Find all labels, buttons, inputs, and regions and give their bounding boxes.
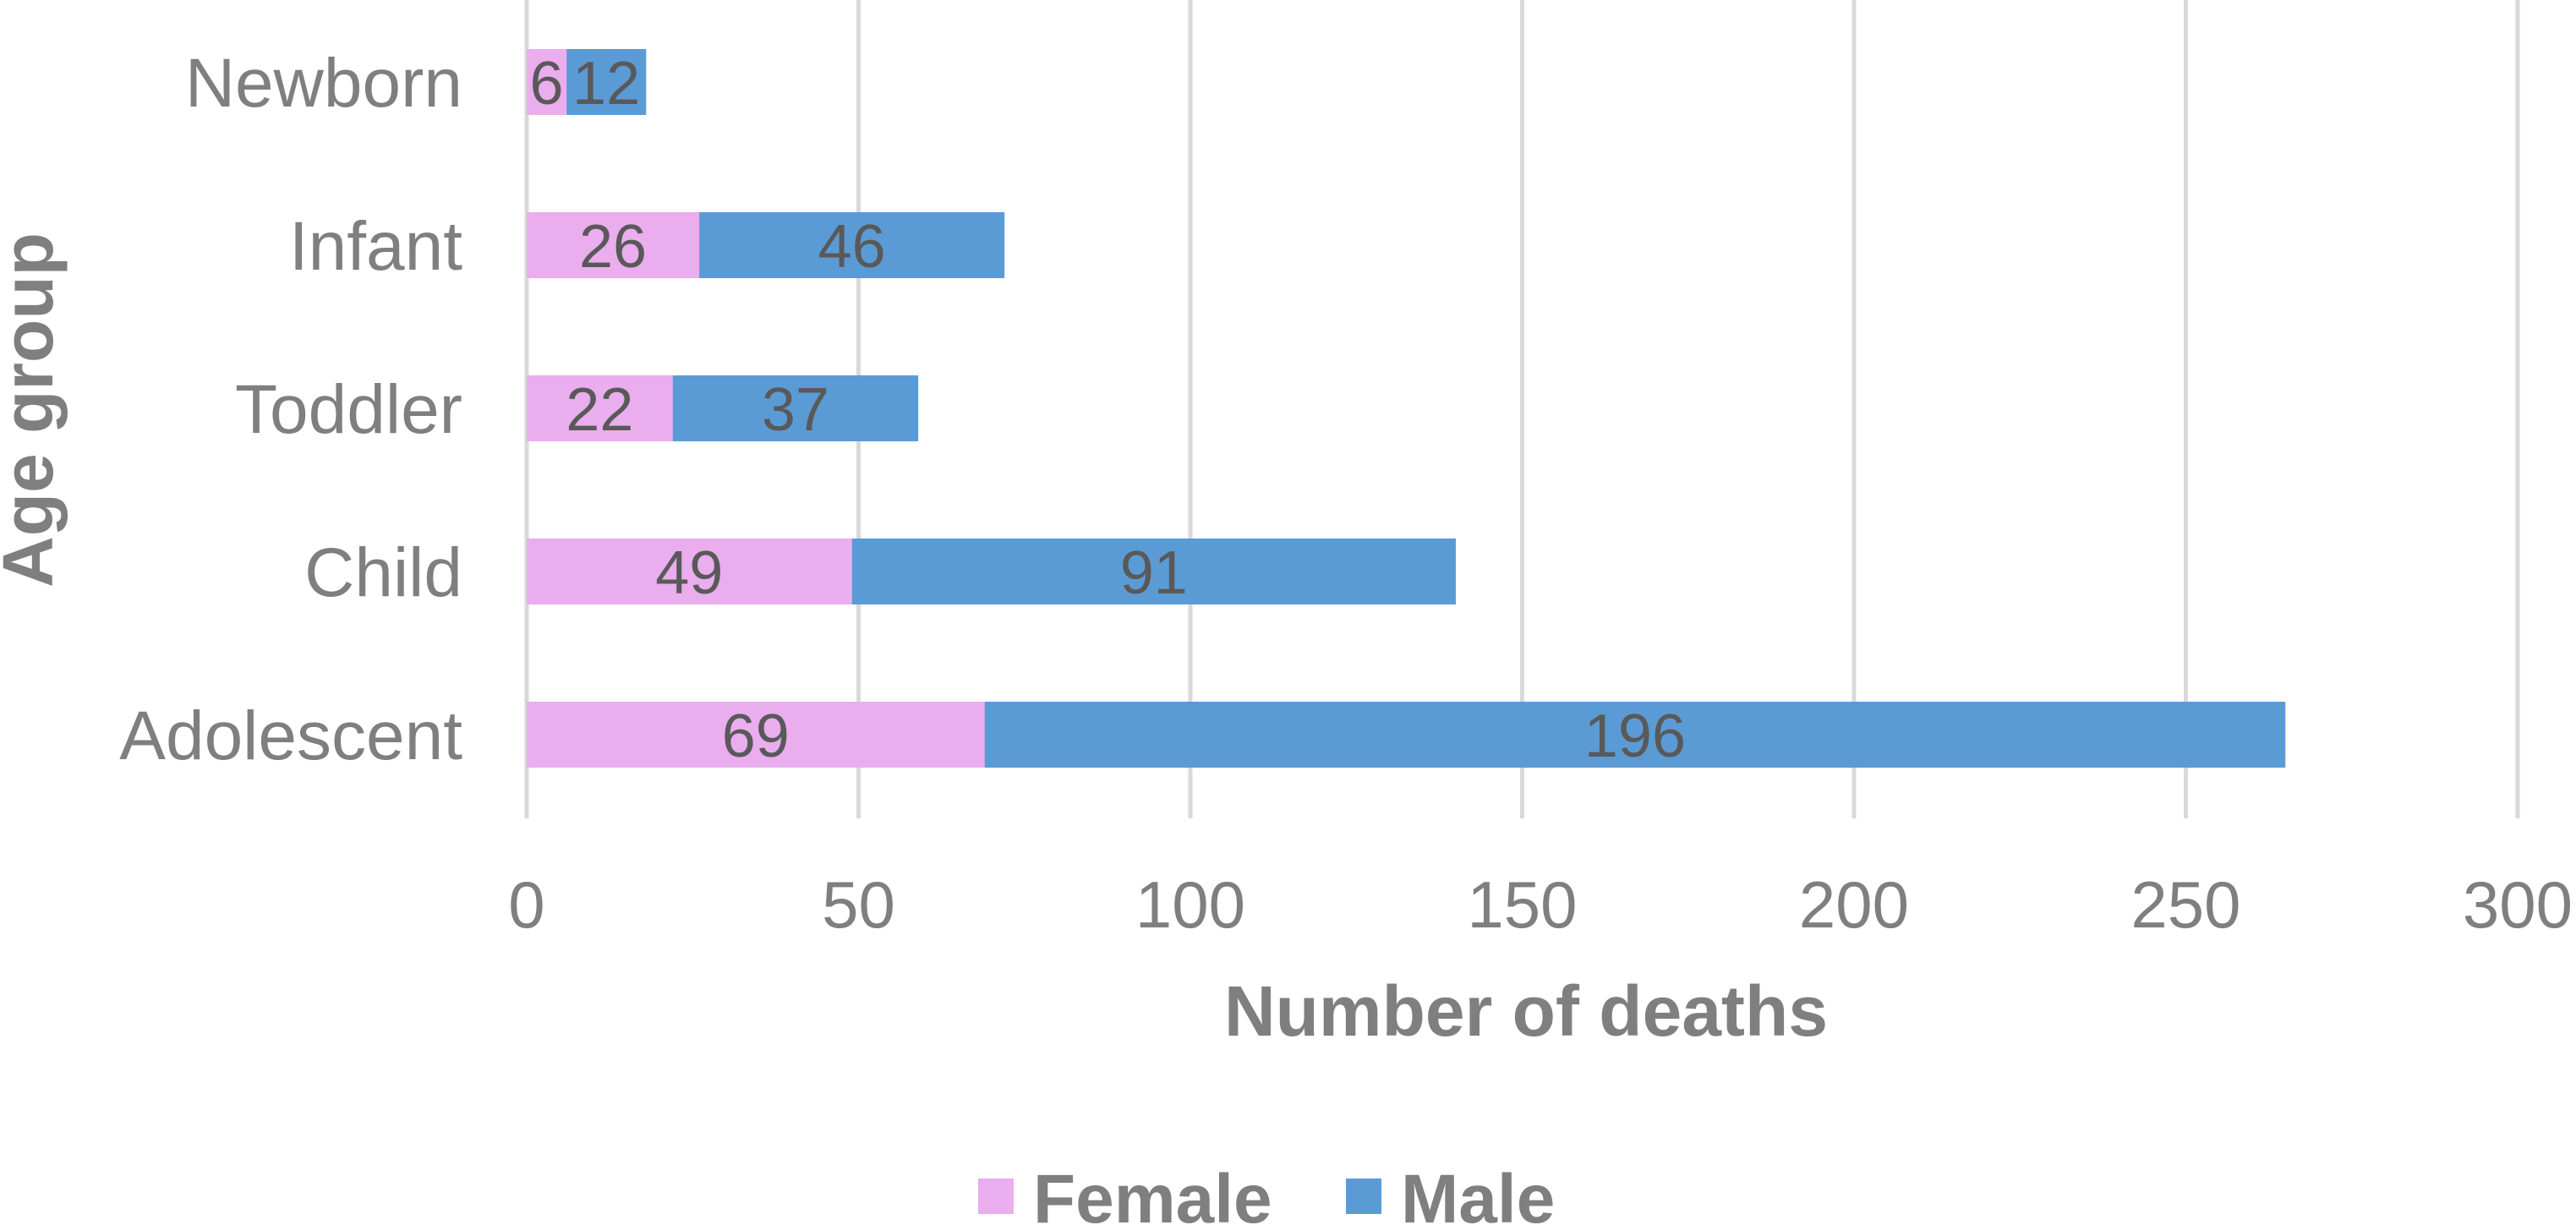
data-label: 12 [572, 50, 640, 118]
legend-label-male: Male [1401, 1161, 1555, 1225]
x-tick-label: 200 [1799, 867, 1909, 942]
data-label: 46 [818, 213, 886, 281]
bar-segment-male [851, 539, 1456, 604]
legend-label-female: Female [1033, 1161, 1272, 1225]
data-label: 49 [655, 539, 723, 607]
x-axis-title: Number of deaths [1224, 971, 1828, 1051]
bar-segment-female [527, 212, 700, 278]
category-axis-labels: Newborn Infant Toddler Child Adolescent [119, 45, 462, 774]
data-label: 6 [530, 50, 564, 118]
bars [527, 49, 2286, 768]
data-labels: 6 12 26 46 22 37 49 91 69 196 [530, 50, 1686, 770]
y-axis-title: Age group [0, 232, 68, 588]
data-label: 37 [762, 376, 829, 444]
category-label: Child [304, 534, 462, 611]
bar-segment-male [566, 49, 647, 115]
bar-segment-female [527, 702, 985, 768]
x-tick-label: 250 [2130, 867, 2240, 942]
legend-swatch-female [978, 1179, 1014, 1214]
legend-swatch-male [1346, 1179, 1381, 1214]
bar-segment-male [699, 212, 1005, 278]
x-tick-label: 300 [2463, 867, 2573, 942]
x-tick-label: 100 [1135, 867, 1245, 942]
category-label: Adolescent [119, 697, 462, 774]
data-label: 69 [722, 703, 790, 770]
category-label: Infant [289, 208, 462, 285]
x-tick-label: 0 [508, 867, 544, 942]
category-label: Newborn [185, 45, 462, 122]
x-tick-label: 150 [1467, 867, 1577, 942]
legend: Female Male [978, 1161, 1555, 1225]
value-axis-tick-labels: 0 50 100 150 200 250 300 [508, 867, 2573, 942]
bar-segment-male [984, 702, 2286, 768]
data-label: 91 [1120, 539, 1188, 607]
gridlines [524, 0, 2520, 818]
x-tick-label: 50 [822, 867, 895, 942]
bar-segment-female [527, 539, 852, 604]
data-label: 22 [566, 376, 633, 444]
bar-segment-female [527, 375, 673, 441]
data-label: 196 [1584, 703, 1686, 770]
bar-segment-male [672, 375, 919, 441]
category-label: Toddler [235, 371, 462, 448]
bar-segment-female [527, 49, 567, 115]
data-label: 26 [579, 213, 647, 281]
